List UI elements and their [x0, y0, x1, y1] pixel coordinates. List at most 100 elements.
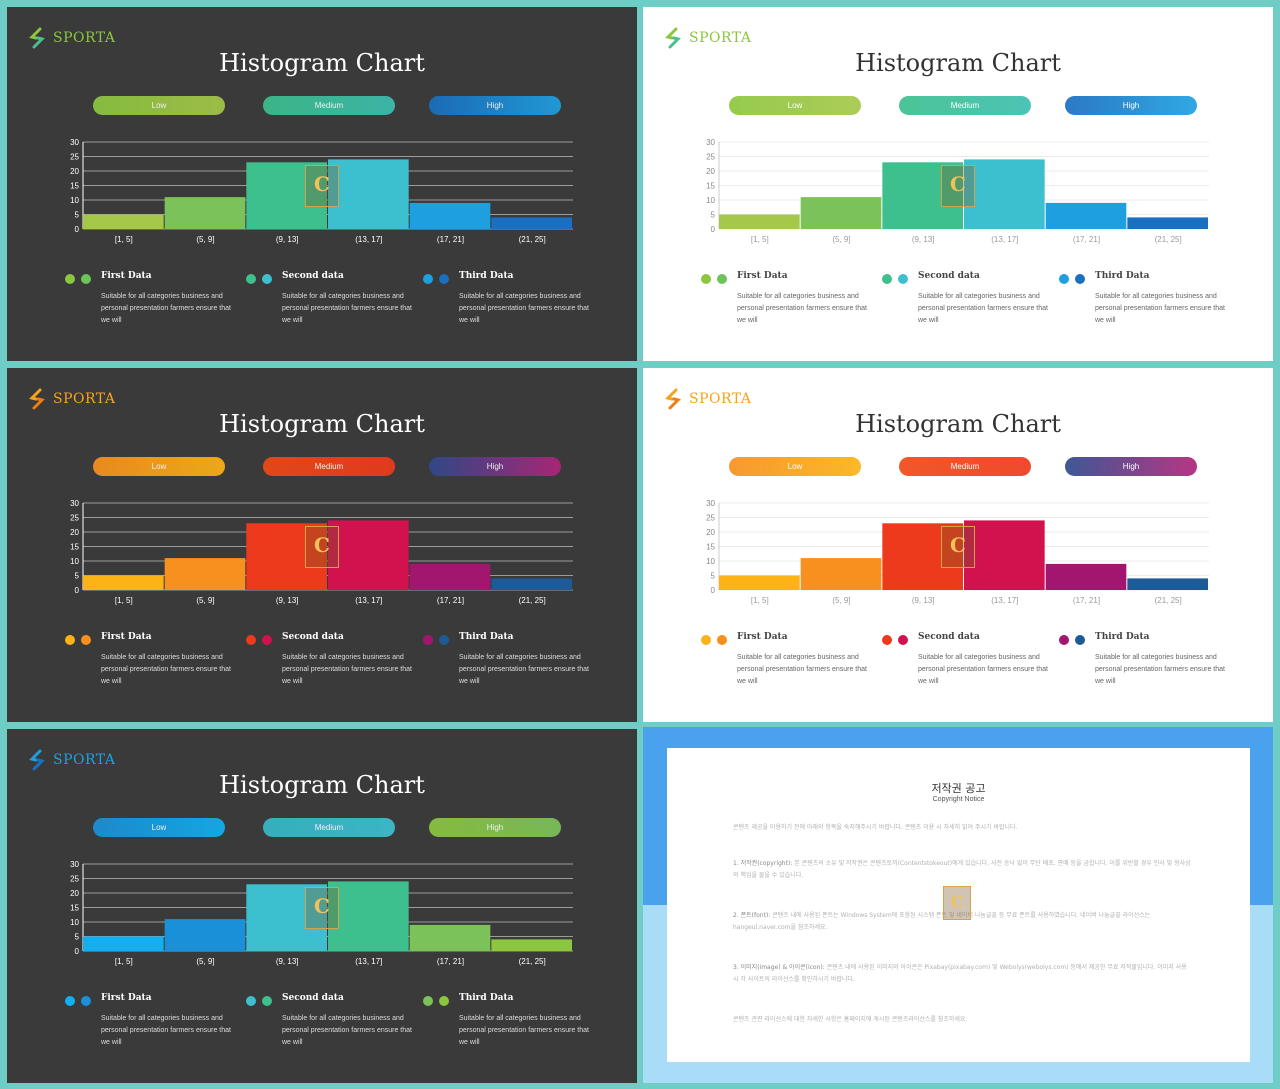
x-category-label: (17, 21]: [437, 596, 464, 605]
y-tick-label: 30: [70, 860, 79, 869]
y-tick-label: 0: [711, 586, 716, 595]
y-tick-label: 30: [70, 499, 79, 508]
legend-title: First Data: [101, 632, 152, 642]
legend-dots: [65, 996, 91, 1006]
histogram-bar: [328, 881, 409, 951]
x-category-label: (9, 13]: [276, 235, 299, 244]
legend-description: Suitable for all categories business and…: [737, 293, 867, 324]
y-tick-label: 20: [70, 889, 79, 898]
legend-description: Suitable for all categories business and…: [282, 293, 412, 324]
legend-dot: [81, 996, 91, 1006]
notice-copyright-head: 1. 저작권(copyright):: [733, 860, 793, 867]
sporta-logo-icon: [29, 27, 45, 49]
histogram-bar: [246, 523, 327, 590]
x-category-label: (9, 13]: [276, 596, 299, 605]
sporta-logo-icon: [29, 388, 45, 410]
legend-dots: [882, 635, 908, 645]
legend-dots: [246, 274, 272, 284]
legend-description: Suitable for all categories business and…: [282, 654, 412, 685]
histogram-bar: [491, 939, 572, 951]
notice-copyright-text: 본 콘텐츠의 소유 및 저작권은 콘텐츠토끼(Contentstokeout)에…: [733, 860, 1191, 879]
y-tick-label: 25: [706, 153, 715, 162]
y-tick-label: 20: [706, 528, 715, 537]
x-category-label: (5, 9]: [196, 235, 214, 244]
y-tick-label: 25: [706, 514, 715, 523]
y-tick-label: 5: [711, 211, 716, 220]
category-pill-low: Low: [93, 457, 225, 476]
y-tick-label: 15: [70, 904, 79, 913]
legend-description: Suitable for all categories business and…: [459, 654, 589, 685]
y-tick-label: 30: [706, 499, 715, 508]
x-category-label: (5, 9]: [196, 596, 214, 605]
y-tick-label: 15: [706, 182, 715, 191]
x-category-label: (5, 9]: [832, 596, 850, 605]
x-category-label: (17, 21]: [1073, 596, 1100, 605]
y-tick-label: 0: [711, 225, 716, 234]
x-category-label: (13, 17]: [991, 235, 1018, 244]
brand-name: SPORTA: [53, 391, 116, 407]
legend-dot: [65, 635, 75, 645]
y-tick-label: 10: [706, 196, 715, 205]
legend-description: Suitable for all categories business and…: [101, 1015, 231, 1046]
category-pill-high: High: [429, 818, 561, 837]
legend-dot: [246, 635, 256, 645]
category-pill-high: High: [1065, 457, 1197, 476]
y-tick-label: 20: [70, 167, 79, 176]
legend-title: Second data: [282, 271, 344, 281]
legend-dot: [262, 996, 272, 1006]
y-tick-label: 10: [70, 196, 79, 205]
histogram-slide-5: SPORTA Histogram Chart Low Medium High 0 5 10 15…: [7, 729, 637, 1083]
x-category-label: (5, 9]: [196, 957, 214, 966]
x-category-label: [1, 5]: [751, 235, 769, 244]
legend-dot: [1059, 635, 1069, 645]
histogram-bar: [409, 202, 491, 229]
legend-title: Second data: [918, 632, 980, 642]
legend-title: Third Data: [1095, 632, 1150, 642]
histogram-bar: [1045, 202, 1127, 229]
histogram-bar: [328, 159, 409, 229]
category-pill-low: Low: [729, 457, 861, 476]
histogram-bar: [491, 217, 572, 229]
notice-copyright-para: 1. 저작권(copyright): 본 콘텐츠의 소유 및 저작권은 콘텐츠토…: [733, 858, 1193, 882]
legend-dot: [81, 274, 91, 284]
y-tick-label: 5: [711, 572, 716, 581]
x-category-label: (9, 13]: [912, 235, 935, 244]
legend-dots: [65, 635, 91, 645]
y-tick-label: 10: [70, 557, 79, 566]
x-category-label: (17, 21]: [1073, 235, 1100, 244]
y-tick-label: 10: [70, 918, 79, 927]
legend-dot: [898, 635, 908, 645]
watermark-logo: C: [941, 165, 975, 207]
sporta-logo-icon: [665, 27, 681, 49]
histogram-bar: [164, 919, 246, 951]
legend-description: Suitable for all categories business and…: [1095, 654, 1225, 685]
sporta-logo-icon: [29, 749, 45, 771]
category-pill-medium: Medium: [263, 457, 395, 476]
category-pill-medium: Medium: [899, 96, 1031, 115]
category-pill-low: Low: [93, 818, 225, 837]
legend-dot: [717, 635, 727, 645]
y-tick-label: 25: [70, 153, 79, 162]
legend-dot: [81, 635, 91, 645]
legend-dot: [65, 996, 75, 1006]
y-tick-label: 15: [706, 543, 715, 552]
legend-title: Third Data: [459, 632, 514, 642]
legend-description: Suitable for all categories business and…: [918, 293, 1048, 324]
brand-logo: SPORTA: [29, 388, 115, 410]
legend-title: First Data: [101, 993, 152, 1003]
x-category-label: (9, 13]: [276, 957, 299, 966]
legend-description: Suitable for all categories business and…: [918, 654, 1048, 685]
legend-dots: [882, 274, 908, 284]
x-category-label: (13, 17]: [355, 596, 382, 605]
histogram-bar: [882, 162, 963, 229]
histogram-bar: [409, 563, 491, 590]
watermark-logo: C: [305, 165, 339, 207]
y-tick-label: 20: [706, 167, 715, 176]
y-tick-label: 5: [75, 211, 80, 220]
x-category-label: (21, 25]: [519, 235, 546, 244]
sporta-logo-icon: [665, 388, 681, 410]
legend-dot: [246, 274, 256, 284]
category-pill-low: Low: [93, 96, 225, 115]
histogram-chart: 0 5 10 15 20 25 30 [1, 5] (5, 9] (9, 13] (13, 17] (…: [706, 499, 1209, 605]
legend-dot: [898, 274, 908, 284]
